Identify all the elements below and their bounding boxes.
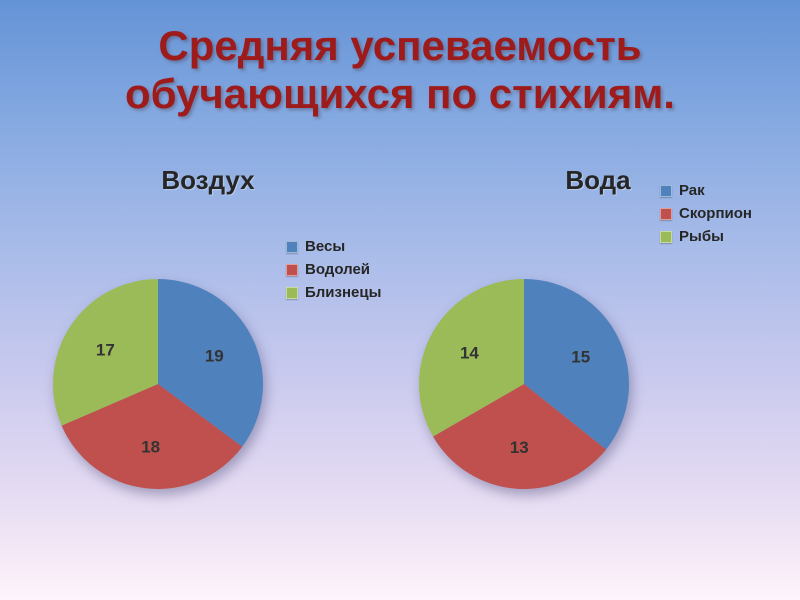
legend-label: Рыбы bbox=[679, 228, 724, 245]
legend-swatch bbox=[286, 263, 298, 276]
pie-slice-Рак bbox=[524, 279, 629, 450]
legend-item-Близнецы: Близнецы bbox=[286, 284, 381, 301]
pie-slice-Рыбы bbox=[419, 279, 524, 437]
legend-air: Весы Водолей Близнецы bbox=[286, 238, 381, 301]
slice-value-label: 18 bbox=[141, 438, 160, 457]
legend-label: Скорпион bbox=[679, 205, 752, 222]
legend-label: Близнецы bbox=[305, 284, 382, 301]
legend-label: Рак bbox=[679, 182, 705, 199]
slide-title: Средняя успеваемость обучающихся по стих… bbox=[125, 22, 675, 118]
pie-slice-Близнецы bbox=[53, 279, 159, 426]
slice-value-label: 17 bbox=[96, 340, 115, 359]
slice-value-label: 19 bbox=[205, 347, 224, 366]
legend-item-Рыбы: Рыбы bbox=[660, 228, 752, 245]
legend-swatch bbox=[286, 286, 298, 299]
pie-chart-air: Воздух Весы Водолей Близнецы 19 18 17 bbox=[18, 160, 398, 530]
legend-label: Весы bbox=[305, 238, 346, 255]
legend-item-Рак: Рак bbox=[660, 182, 752, 199]
legend-swatch bbox=[660, 230, 672, 243]
legend-swatch bbox=[660, 184, 672, 197]
pie-air: 19 18 17 bbox=[53, 279, 264, 489]
slice-value-label: 14 bbox=[460, 343, 479, 362]
pie-water: 15 13 14 bbox=[419, 279, 629, 489]
slice-value-label: 15 bbox=[571, 348, 590, 367]
chart-title-air: Воздух bbox=[161, 165, 255, 195]
pie-slice-Весы bbox=[158, 279, 264, 447]
pie-chart-water: Вода Рак Скорпион Рыбы 15 13 14 bbox=[408, 160, 788, 530]
legend-item-Весы: Весы bbox=[286, 238, 381, 255]
pie-slice-Скорпион bbox=[433, 384, 607, 489]
legend-water: Рак Скорпион Рыбы bbox=[660, 182, 752, 245]
legend-swatch bbox=[286, 240, 298, 253]
slice-value-label: 13 bbox=[510, 438, 529, 457]
legend-item-Водолей: Водолей bbox=[286, 261, 381, 278]
legend-swatch bbox=[660, 207, 672, 220]
legend-item-Скорпион: Скорпион bbox=[660, 205, 752, 222]
legend-label: Водолей bbox=[305, 261, 371, 278]
chart-title-water: Вода bbox=[565, 165, 631, 195]
pie-slice-Водолей bbox=[61, 384, 243, 489]
